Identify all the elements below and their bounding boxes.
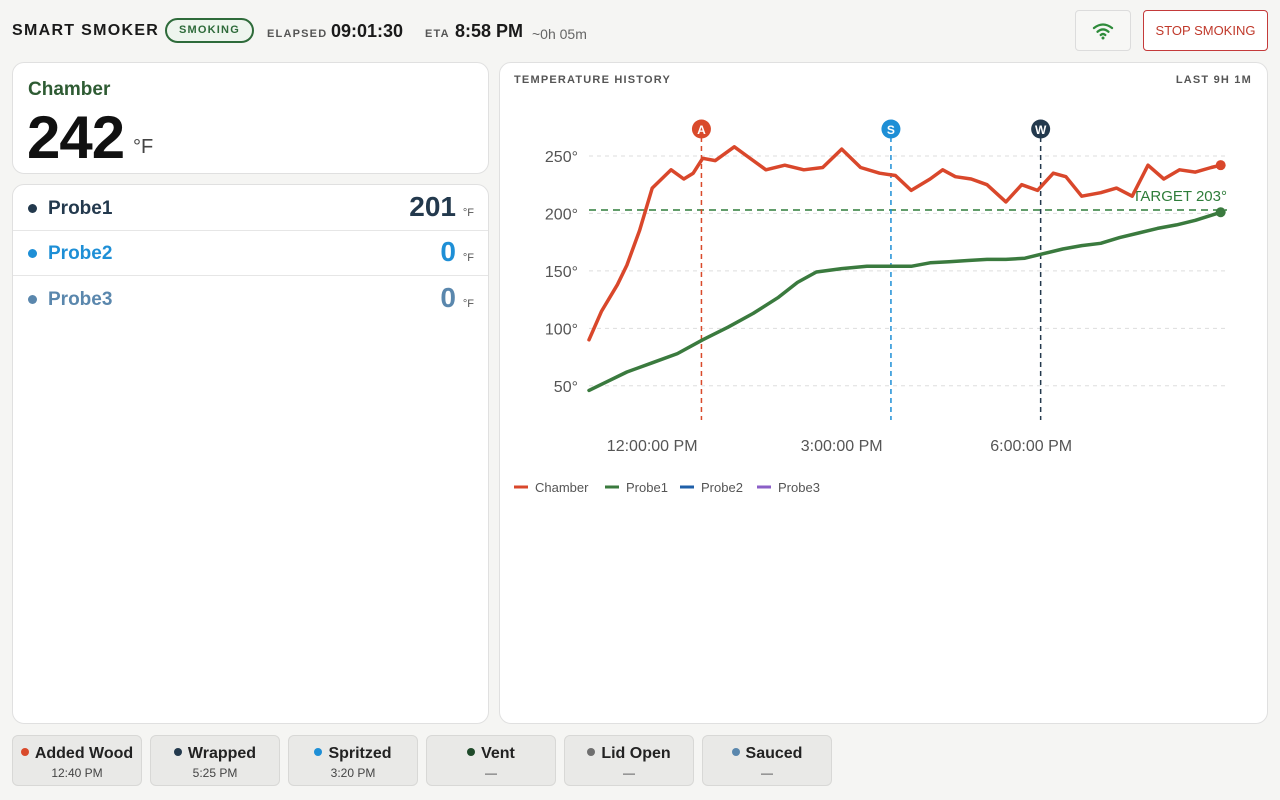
event-label: Spritzed — [328, 745, 392, 762]
y-tick-label: 50° — [554, 379, 578, 396]
event-marker-badge — [691, 119, 711, 139]
event-added-wood-button[interactable]: Added Wood 12:40 PM — [12, 735, 142, 786]
chamber-card: Chamber 242 °F — [12, 62, 489, 174]
series-line-probe1 — [587, 210, 1223, 393]
status-badge: SMOKING — [165, 18, 254, 43]
event-dot — [314, 748, 323, 756]
probe-unit: °F — [462, 298, 474, 310]
event-label: Sauced — [745, 745, 803, 762]
event-vent-button[interactable]: Vent — — [426, 735, 556, 786]
event-label: Lid Open — [601, 745, 671, 762]
legend-label: Probe3 — [778, 480, 820, 495]
event-dot — [467, 748, 476, 756]
probe-dot — [28, 295, 37, 304]
probe-name: Probe3 — [48, 289, 113, 310]
event-label: Wrapped — [187, 745, 257, 762]
event-wrapped-button[interactable]: Wrapped 5:25 PM — [150, 735, 280, 786]
chart-range: LAST 9H 1M — [1175, 74, 1252, 86]
y-tick-label: 200° — [545, 206, 578, 223]
chamber-temperature: 242 — [27, 104, 125, 171]
series-line-chamber — [587, 145, 1223, 342]
event-label: Vent — [481, 745, 515, 762]
target-label: TARGET 203° — [1132, 188, 1227, 205]
event-time: 3:20 PM — [330, 766, 376, 780]
event-time: — — [485, 766, 497, 780]
temperature-chart-card: 50° 100° 150° 200° 250° 12:00:00 PM 3:00:00 PM… — [499, 62, 1268, 724]
y-tick-label: 150° — [545, 264, 578, 281]
event-sauced-button[interactable]: Sauced — — [702, 735, 832, 786]
chart-title: TEMPERATURE HISTORY — [514, 74, 672, 86]
event-marker-letter: A — [697, 123, 706, 137]
x-tick-label: 6:00:00 PM — [990, 438, 1072, 455]
event-marker-letter: W — [1035, 123, 1047, 137]
chamber-label: Chamber — [28, 79, 111, 100]
probe-value: 0 — [440, 236, 456, 267]
probe-value: 0 — [440, 282, 456, 313]
probe-row-probe3[interactable]: Probe3 0 °F — [13, 276, 488, 322]
event-dot — [20, 748, 29, 756]
wifi-icon — [1092, 22, 1114, 39]
probe-unit: °F — [462, 252, 474, 264]
probe-name: Probe2 — [48, 243, 113, 264]
event-lid-open-button[interactable]: Lid Open — — [564, 735, 694, 786]
wifi-button[interactable] — [1075, 10, 1131, 51]
chamber-unit: °F — [133, 136, 154, 158]
app-header: SMART SMOKER SMOKING ELAPSED 09:01:30 ET… — [0, 0, 1280, 62]
event-marker-badge — [1031, 119, 1051, 139]
y-tick-label: 250° — [545, 149, 578, 166]
event-dot — [587, 748, 596, 756]
probe-value: 201 — [409, 191, 456, 222]
probe-unit: °F — [462, 207, 474, 219]
legend-label: Probe2 — [701, 480, 743, 495]
temperature-chart: 50° 100° 150° 200° 250° 12:00:00 PM 3:00:00 PM… — [514, 119, 1227, 495]
probe-name: Probe1 — [48, 198, 113, 219]
eta-remaining: ~0h 05m — [532, 26, 587, 42]
event-time: 12:40 PM — [51, 766, 103, 780]
series-endpoint-probe1 — [1215, 207, 1226, 218]
event-label: Added Wood — [34, 745, 134, 762]
x-tick-label: 12:00:00 PM — [607, 438, 698, 455]
probes-card: Probe1 201 °F Probe2 0 °F Probe3 0 °F — [12, 184, 489, 724]
probe-dot — [28, 204, 37, 213]
probe-dot — [28, 249, 37, 258]
eta-value: 8:58 PM — [455, 21, 524, 41]
y-tick-label: 100° — [545, 321, 578, 338]
probe-row-probe2[interactable]: Probe2 0 °F — [13, 230, 488, 276]
app-title: SMART SMOKER — [12, 22, 160, 39]
event-time: 5:25 PM — [192, 766, 238, 780]
event-marker-badge — [881, 119, 901, 139]
elapsed-value: 09:01:30 — [331, 21, 404, 41]
x-tick-label: 3:00:00 PM — [801, 438, 883, 455]
event-dot — [731, 748, 740, 756]
stop-smoking-button[interactable]: STOP SMOKING — [1143, 10, 1268, 51]
legend-label: Probe1 — [626, 480, 668, 495]
event-marker-letter: S — [887, 123, 895, 137]
event-time: — — [761, 766, 773, 780]
event-time: — — [623, 766, 635, 780]
event-spritzed-button[interactable]: Spritzed 3:20 PM — [288, 735, 418, 786]
event-dot — [173, 748, 182, 756]
series-endpoint-chamber — [1215, 160, 1226, 171]
probe-row-probe1[interactable]: Probe1 201 °F — [13, 185, 488, 231]
elapsed-label: ELAPSED — [267, 28, 328, 40]
legend-label: Chamber — [535, 480, 589, 495]
eta-label: ETA — [425, 28, 450, 40]
